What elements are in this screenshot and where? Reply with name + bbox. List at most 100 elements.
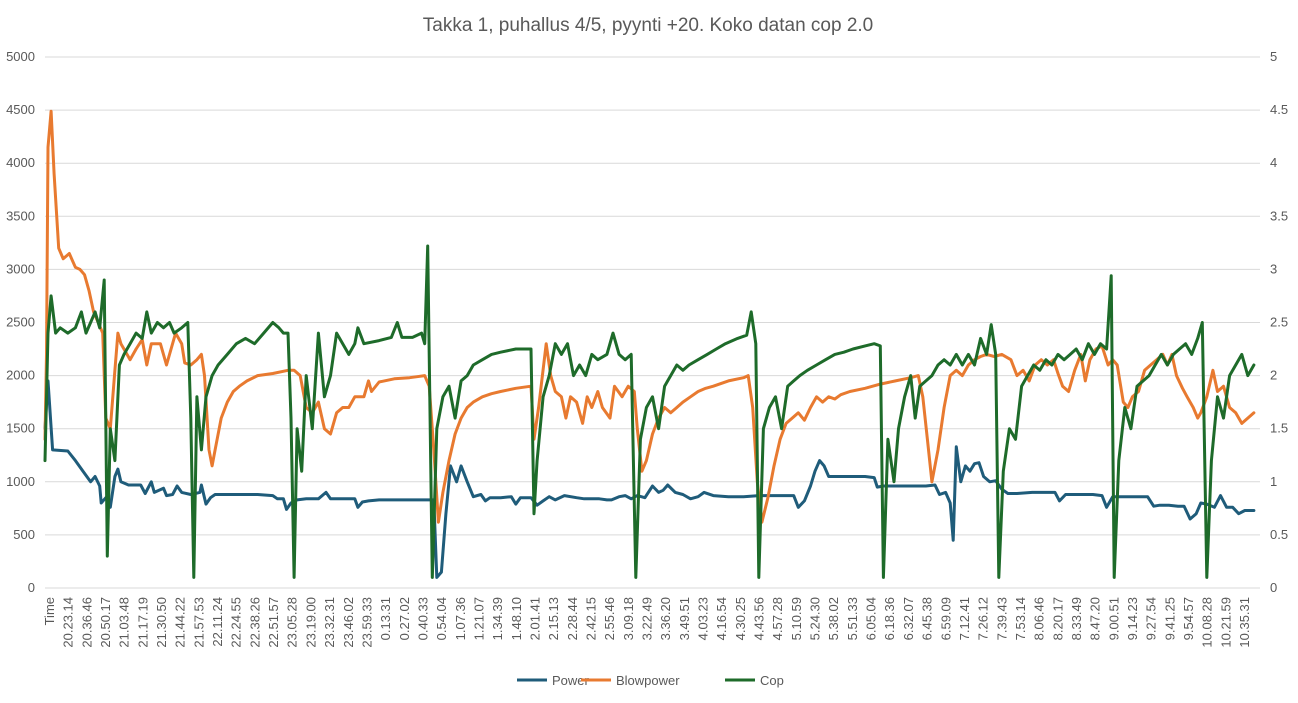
x-tick-label: 10.35.31 <box>1237 597 1252 648</box>
x-tick-label: 1.34.39 <box>490 597 505 640</box>
x-tick-label: 9.27.54 <box>1144 597 1159 640</box>
x-tick-label: 0.27.02 <box>397 597 412 640</box>
x-tick-label: 8.20.17 <box>1050 597 1065 640</box>
x-tick-label: 0.40.33 <box>415 597 430 640</box>
x-tick-label: 2.28.44 <box>565 597 580 640</box>
chart-title: Takka 1, puhallus 4/5, pyynti +20. Koko … <box>423 15 874 36</box>
x-tick-label: 20.36.46 <box>79 597 94 648</box>
x-tick-label: 5.24.30 <box>808 597 823 640</box>
x-tick-label: 21.57.53 <box>191 597 206 648</box>
x-tick-label: 2.55.46 <box>602 597 617 640</box>
x-tick-label: 23.46.02 <box>341 597 356 648</box>
x-tick-label: 8.06.46 <box>1032 597 1047 640</box>
x-tick-label: 3.36.20 <box>658 597 673 640</box>
x-tick-label: 9.54.57 <box>1181 597 1196 640</box>
y-left-tick-label: 500 <box>13 527 35 542</box>
y-left-tick-label: 1500 <box>6 421 35 436</box>
x-tick-label: 22.24.55 <box>229 597 244 648</box>
x-tick-label: Time <box>42 597 57 625</box>
y-left-tick-label: 2500 <box>6 315 35 330</box>
series-line-power <box>43 379 1256 579</box>
y-right-tick-label: 0 <box>1270 580 1277 595</box>
x-tick-label: 6.05.04 <box>864 597 879 640</box>
y-left-tick-label: 5000 <box>6 49 35 64</box>
x-tick-label: 7.39.43 <box>994 597 1009 640</box>
y-right-tick-label: 0.5 <box>1270 527 1288 542</box>
x-tick-label: 4.43.56 <box>752 597 767 640</box>
y-right-tick-label: 1.5 <box>1270 421 1288 436</box>
x-tick-label: 21.03.48 <box>117 597 132 648</box>
x-tick-label: 4.57.28 <box>770 597 785 640</box>
x-tick-label: 6.18.36 <box>882 597 897 640</box>
x-tick-label: 1.07.36 <box>453 597 468 640</box>
series-line-cop <box>43 244 1256 579</box>
y-right-tick-label: 2.5 <box>1270 315 1288 330</box>
x-tick-label: 1.48.10 <box>509 597 524 640</box>
x-tick-label: 6.32.07 <box>901 597 916 640</box>
y-left-tick-label: 4500 <box>6 102 35 117</box>
x-tick-label: 10.08.28 <box>1200 597 1215 648</box>
legend-label-blowpower[interactable]: Blowpower <box>616 673 680 688</box>
y-left-tick-label: 0 <box>28 580 35 595</box>
series-line-blowpower <box>43 109 1256 524</box>
x-tick-label: 20.23.14 <box>61 597 76 648</box>
x-tick-label: 0.54.04 <box>434 597 449 640</box>
y-left-tick-label: 4000 <box>6 155 35 170</box>
y-left-tick-label: 2000 <box>6 368 35 383</box>
series-group <box>43 109 1256 579</box>
x-tick-label: 9.14.23 <box>1125 597 1140 640</box>
legend-label-power[interactable]: Power <box>552 673 590 688</box>
y-right-tick-label: 1 <box>1270 474 1277 489</box>
x-tick-label: 23.19.00 <box>303 597 318 648</box>
legend[interactable]: Power Blowpower Cop <box>517 673 784 688</box>
y-left-tick-label: 1000 <box>6 474 35 489</box>
x-tick-label: 2.01.41 <box>527 597 542 640</box>
x-tick-label: 4.03.23 <box>696 597 711 640</box>
y-left-tick-label: 3500 <box>6 208 35 223</box>
legend-label-cop[interactable]: Cop <box>760 673 784 688</box>
x-tick-label: 1.21.07 <box>471 597 486 640</box>
x-tick-label: 23.32.31 <box>322 597 337 648</box>
y-axis-left: 0 500 1000 1500 2000 2500 3000 3500 4000 4500 5000 <box>6 49 35 595</box>
x-tick-label: 3.09.18 <box>621 597 636 640</box>
x-tick-label: 9.00.51 <box>1106 597 1121 640</box>
x-tick-label: 5.51.33 <box>845 597 860 640</box>
x-tick-label: 8.47.20 <box>1088 597 1103 640</box>
x-tick-label: 3.22.49 <box>640 597 655 640</box>
x-tick-label: 0.13.31 <box>378 597 393 640</box>
x-tick-label: 23.05.28 <box>285 597 300 648</box>
x-tick-label: 7.26.12 <box>976 597 991 640</box>
x-axis: Time 20.23.14 20.36.46 20.50.17 21.03.48 21.1… <box>42 597 1252 648</box>
x-tick-label: 10.21.59 <box>1218 597 1233 648</box>
x-tick-label: 8.33.49 <box>1069 597 1084 640</box>
x-tick-label: 9.41.25 <box>1162 597 1177 640</box>
x-tick-label: 22.51.57 <box>266 597 281 648</box>
y-right-tick-label: 5 <box>1270 49 1277 64</box>
y-right-tick-label: 2 <box>1270 368 1277 383</box>
x-tick-label: 6.45.38 <box>920 597 935 640</box>
x-tick-label: 2.15.13 <box>546 597 561 640</box>
x-tick-label: 21.17.19 <box>135 597 150 648</box>
x-tick-label: 4.16.54 <box>714 597 729 640</box>
x-tick-label: 3.49.51 <box>677 597 692 640</box>
y-left-tick-label: 3000 <box>6 261 35 276</box>
x-tick-label: 21.30.50 <box>154 597 169 648</box>
x-tick-label: 23.59.33 <box>359 597 374 648</box>
x-tick-label: 2.42.15 <box>583 597 598 640</box>
x-tick-label: 20.50.17 <box>98 597 113 648</box>
y-right-tick-label: 4.5 <box>1270 102 1288 117</box>
x-tick-label: 5.10.59 <box>789 597 804 640</box>
x-tick-label: 4.30.25 <box>733 597 748 640</box>
x-tick-label: 22.11.24 <box>210 597 225 647</box>
x-tick-label: 22.38.26 <box>247 597 262 648</box>
gridlines <box>45 56 1260 589</box>
y-axis-right: 0 0.5 1 1.5 2 2.5 3 3.5 4 4.5 5 <box>1270 49 1288 595</box>
x-tick-label: 7.53.14 <box>1013 597 1028 640</box>
x-tick-label: 21.44.22 <box>173 597 188 648</box>
y-right-tick-label: 3.5 <box>1270 208 1288 223</box>
y-right-tick-label: 3 <box>1270 261 1277 276</box>
x-tick-label: 5.38.02 <box>826 597 841 640</box>
x-tick-label: 6.59.09 <box>938 597 953 640</box>
